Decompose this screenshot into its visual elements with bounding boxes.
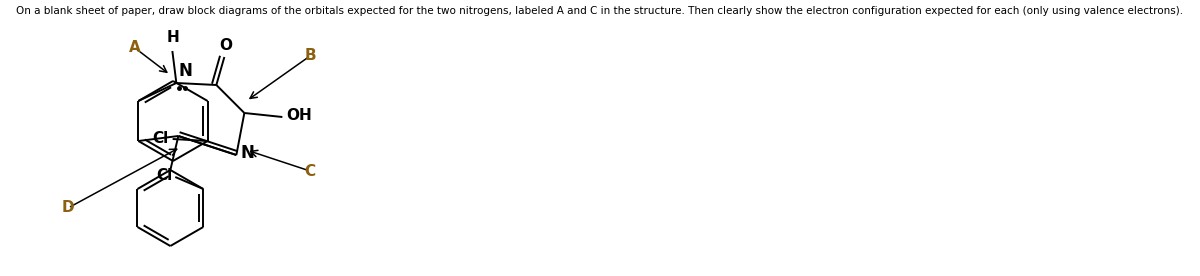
Text: N: N [179, 62, 192, 80]
Text: O: O [218, 38, 232, 53]
Text: H: H [167, 30, 180, 45]
Text: Cl: Cl [156, 169, 173, 184]
Text: D: D [61, 200, 74, 216]
Text: A: A [130, 41, 140, 55]
Text: Cl: Cl [152, 131, 169, 145]
Text: OH: OH [287, 108, 312, 123]
Text: On a blank sheet of paper, draw block diagrams of the orbitals expected for the : On a blank sheet of paper, draw block di… [17, 6, 1183, 16]
Text: N: N [240, 144, 254, 162]
Text: B: B [304, 49, 316, 63]
Text: C: C [305, 163, 316, 179]
